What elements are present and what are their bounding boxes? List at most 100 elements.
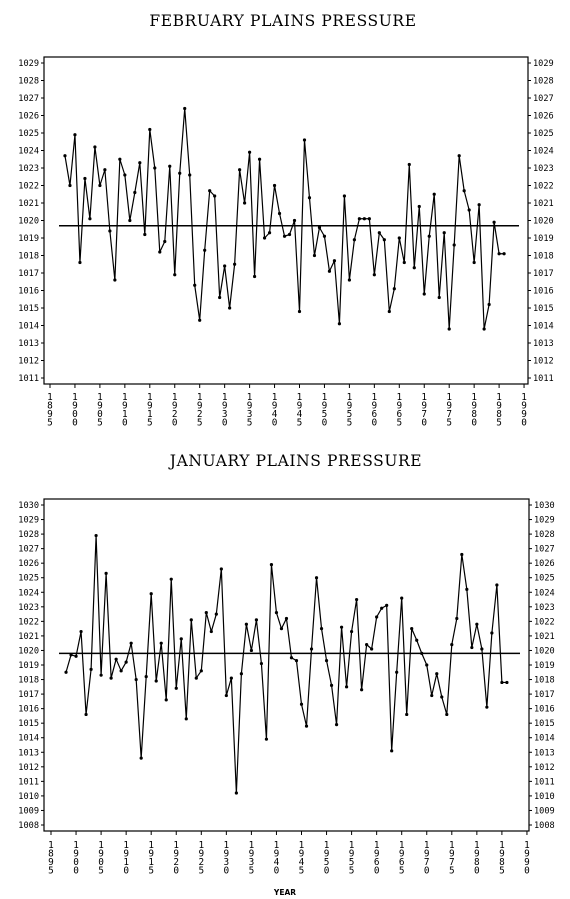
january-y-tick-label-right: 1008 <box>534 821 555 831</box>
january-data-point <box>284 616 289 621</box>
february-data-point <box>98 183 102 188</box>
january-y-tick-label-right: 1014 <box>534 734 555 744</box>
january-y-tick-label-right: 1026 <box>534 559 555 569</box>
january-data-point <box>360 688 364 692</box>
january-data-point <box>219 567 223 571</box>
january-y-tick-label-left: 1015 <box>18 719 39 729</box>
january-y-tick-label-left: 1025 <box>18 574 39 584</box>
january-data-point <box>94 533 98 538</box>
january-data-point <box>129 641 133 645</box>
january-data-point <box>184 717 188 721</box>
february-data-point <box>487 302 491 307</box>
february-y-tick-label-left: 1022 <box>18 182 39 192</box>
february-data-point <box>108 229 112 233</box>
january-y-tick-label-left: 1028 <box>18 530 39 540</box>
february-y-tick-label-right: 1024 <box>533 147 554 157</box>
january-data-point <box>380 606 384 610</box>
january-data-point <box>490 631 494 635</box>
february-data-point <box>78 260 82 265</box>
january-chart: 1008 1009 1010 1011 1012 1013 1014 1015 1016 1017… <box>18 498 555 877</box>
february-y-tick-label-right: 1013 <box>533 339 554 349</box>
february-y-tick-label-left: 1016 <box>18 287 39 297</box>
february-data-point <box>317 225 322 230</box>
february-y-tick-label-left: 1029 <box>18 59 39 69</box>
january-data-point <box>119 669 123 673</box>
january-data-point <box>89 667 93 671</box>
february-y-tick-label-right: 1011 <box>533 374 554 384</box>
january-y-tick-label-right: 1029 <box>534 516 555 526</box>
february-x-ticks: 1 8 9 5 1 9 0 0 1 9 0 5 1 9 1 0 1 9 1 5 1 9 2 0 1 9 2 5 1 9 3 0 1 9 3 5 1 9 4 0… <box>47 384 527 429</box>
january-data-point <box>430 693 434 698</box>
february-y-tick-label-left: 1013 <box>18 339 39 349</box>
february-data-point <box>233 262 237 266</box>
january-data-point <box>134 677 138 682</box>
february-y-tick-label-right: 1018 <box>533 252 554 262</box>
february-data-point <box>347 278 351 282</box>
january-data-point <box>324 659 329 663</box>
february-data-point <box>267 231 272 235</box>
january-data-point <box>289 656 294 660</box>
january-data-point <box>505 680 509 685</box>
january-y-tick-label-left: 1009 <box>18 806 39 816</box>
january-data-point <box>254 618 259 622</box>
february-data-point <box>123 173 127 177</box>
january-y-tick-label-left: 1030 <box>18 501 39 511</box>
february-data-point <box>462 189 466 193</box>
january-data-point <box>370 647 374 651</box>
january-y-ticks-right: 1008 1009 1010 1011 1012 1013 1014 1015 1016 1017… <box>529 501 555 831</box>
january-data-point <box>500 680 504 685</box>
february-y-tick-label-left: 1026 <box>18 112 39 122</box>
february-data-point <box>372 273 376 277</box>
january-data-point <box>400 596 404 600</box>
february-y-tick-label-right: 1025 <box>533 129 554 139</box>
february-data-point <box>352 238 356 242</box>
february-y-ticks-right: 1011 1012 1013 1014 1015 1016 1017 1018 1019 1020… <box>528 59 554 384</box>
january-data-point <box>249 648 253 653</box>
february-data-point <box>223 264 227 268</box>
february-y-tick-label-right: 1016 <box>533 287 554 297</box>
january-data-point <box>495 583 499 587</box>
february-data-point <box>128 218 132 223</box>
january-data-point <box>164 698 168 702</box>
january-y-tick-label-right: 1030 <box>534 501 555 511</box>
february-data-point <box>407 162 411 167</box>
february-data-point <box>477 203 481 207</box>
january-data-point <box>390 749 394 753</box>
february-data-point <box>467 208 471 212</box>
february-y-tick-label-right: 1012 <box>533 357 554 367</box>
january-y-tick-label-right: 1015 <box>534 719 555 729</box>
january-data-point <box>455 616 459 621</box>
january-data-point <box>485 705 489 709</box>
february-y-tick-label-right: 1015 <box>533 304 554 314</box>
february-data-point <box>457 154 461 158</box>
february-data-point <box>228 306 232 310</box>
january-data-point <box>339 625 344 629</box>
february-y-tick-label-left: 1024 <box>18 147 39 157</box>
february-data-point <box>447 327 451 331</box>
january-y-tick-label-left: 1010 <box>18 792 39 802</box>
february-data-point <box>277 211 282 216</box>
february-data-point <box>163 239 167 244</box>
january-data-point <box>435 672 439 676</box>
february-data-point <box>183 106 187 111</box>
january-y-ticks-left: 1008 1009 1010 1011 1012 1013 1014 1015 1016 1017… <box>18 501 44 831</box>
february-y-tick-label-left: 1027 <box>18 94 39 104</box>
january-data-point <box>460 552 464 557</box>
january-data-point <box>104 571 108 575</box>
january-data-point <box>395 670 399 674</box>
january-data-point <box>154 679 158 683</box>
february-data-point <box>292 218 297 223</box>
january-data-point <box>114 657 118 661</box>
